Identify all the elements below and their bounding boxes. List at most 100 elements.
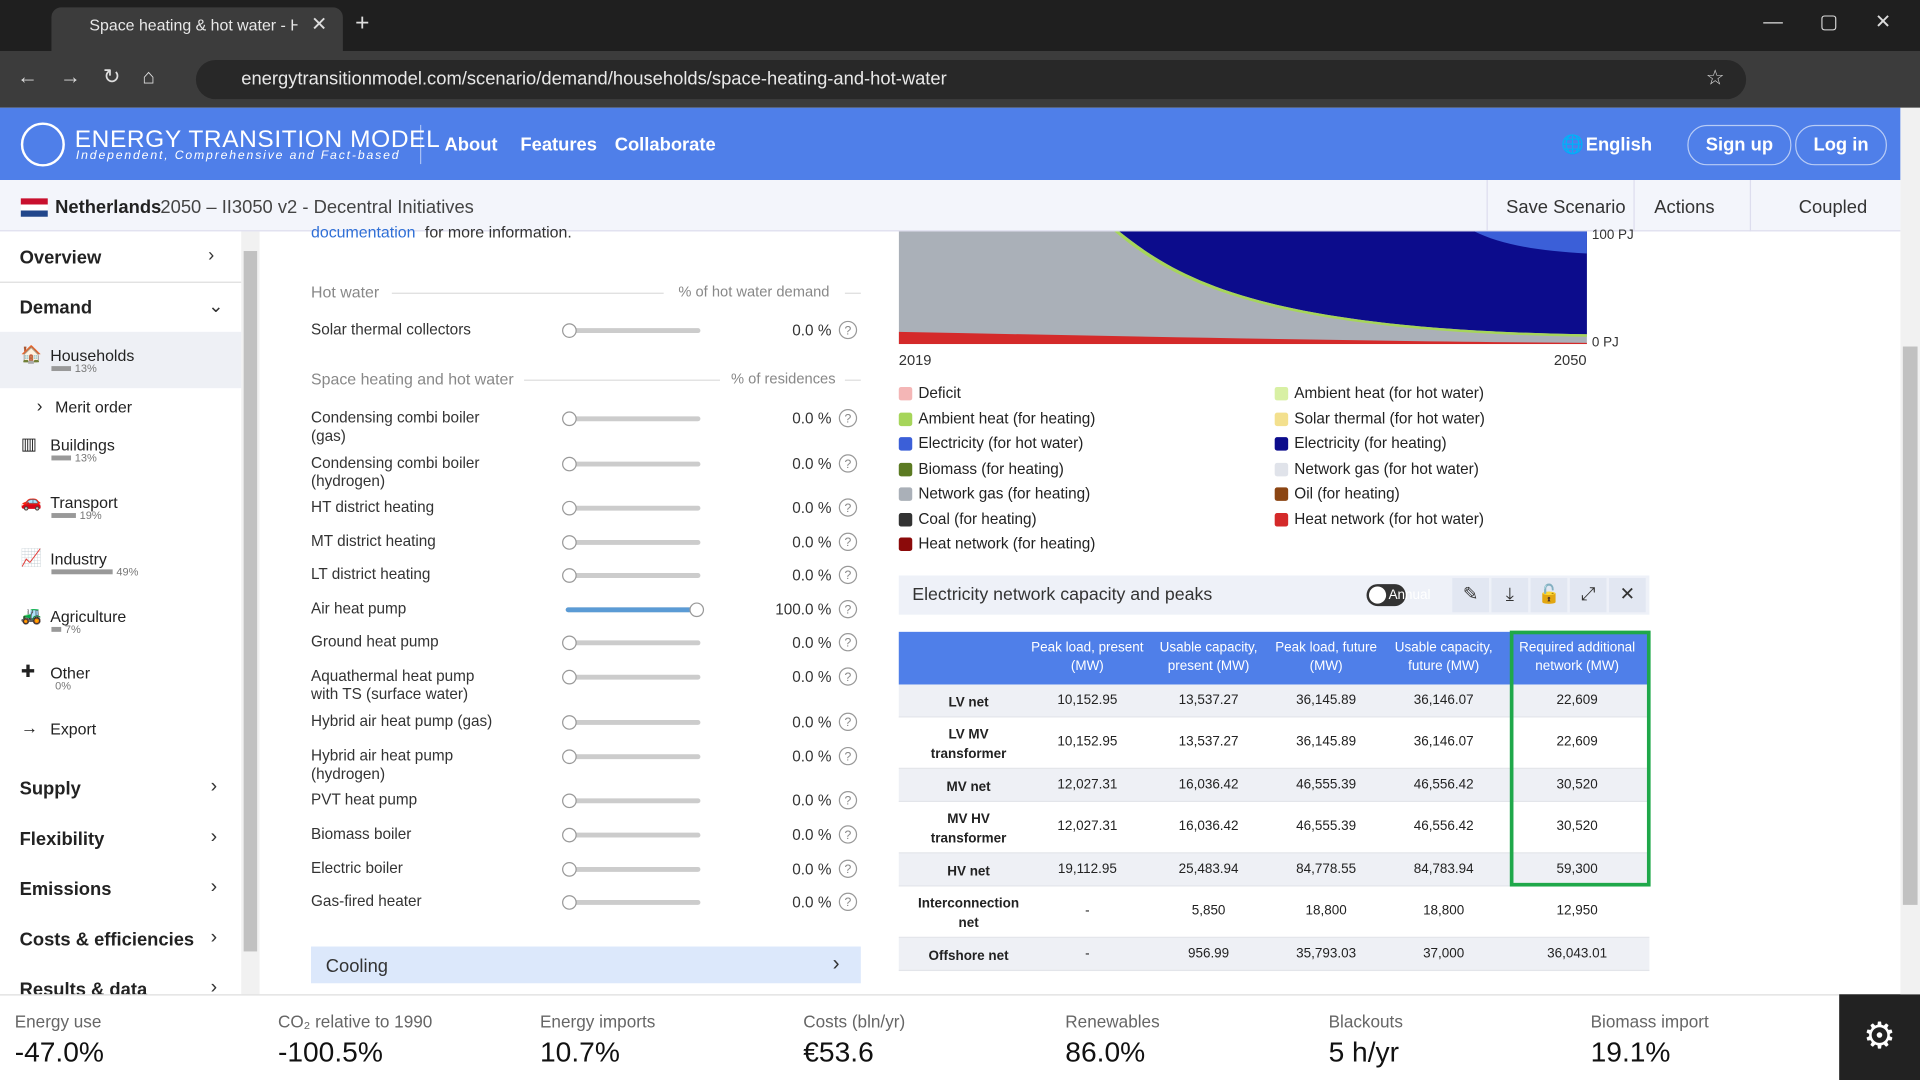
nav-buttons[interactable]: ←→↻⌂ [17, 64, 177, 89]
window-controls[interactable]: —▢✕ [1763, 12, 1920, 34]
table-cell: 36,145.89 [1296, 692, 1357, 708]
address-bar[interactable] [195, 60, 1747, 100]
help-icon[interactable]: ? [838, 565, 858, 585]
area-shape [1114, 231, 1587, 337]
sidebar-item[interactable]: Export [50, 720, 97, 739]
sidebar-section[interactable]: Flexibility [19, 828, 105, 850]
kpi-label[interactable]: Renewables [1065, 1011, 1160, 1032]
sidebar-item[interactable]: Industry [50, 549, 107, 569]
scenario-action[interactable]: Save Scenario [1506, 197, 1626, 218]
help-icon[interactable]: ? [838, 320, 858, 340]
kpi-label[interactable]: Energy use [14, 1011, 102, 1032]
help-icon[interactable]: ? [838, 746, 858, 766]
slider-track[interactable] [565, 640, 701, 646]
slider-knob[interactable] [562, 535, 577, 550]
sidebar-item[interactable]: Agriculture [50, 607, 127, 626]
slider-track[interactable] [565, 540, 701, 545]
help-icon[interactable]: ? [838, 825, 858, 844]
slider-knob[interactable] [562, 411, 577, 427]
sidebar-item[interactable]: Households [50, 346, 135, 365]
nav-link[interactable]: Collaborate [614, 134, 716, 156]
kpi-label[interactable]: Costs (bln/yr) [803, 1011, 906, 1032]
slider-knob[interactable] [562, 895, 577, 910]
new-tab[interactable]: + [355, 9, 370, 37]
sidebar-section[interactable]: Emissions [19, 879, 112, 901]
sidebar-item[interactable]: Other [50, 663, 91, 683]
kpi-label[interactable]: Energy imports [540, 1011, 656, 1032]
slider-knob[interactable] [562, 568, 577, 583]
slider-track[interactable] [565, 328, 701, 334]
help-icon[interactable]: ? [838, 532, 858, 552]
nav-link[interactable]: Features [520, 134, 597, 156]
slider-track[interactable] [565, 754, 701, 760]
sidebar-section[interactable]: Costs & efficiencies [19, 929, 195, 951]
tab-close[interactable]: ✕ [311, 14, 328, 36]
sidebar-section[interactable]: Demand [19, 297, 93, 319]
help-icon[interactable]: ? [838, 600, 858, 619]
help-icon[interactable]: ? [838, 712, 858, 732]
kpi-label[interactable]: Biomass import [1590, 1011, 1709, 1032]
help-icon[interactable]: ? [838, 892, 858, 912]
table-row [898, 717, 1650, 769]
help-icon[interactable]: ? [838, 791, 858, 810]
help-icon[interactable]: ? [838, 408, 858, 428]
slider-track[interactable] [565, 866, 701, 872]
slider-track[interactable] [565, 900, 701, 905]
table-row [898, 684, 1650, 718]
slider-knob[interactable] [562, 456, 577, 472]
table-cell: 5,850 [1191, 903, 1226, 919]
table-cell: 10,152.95 [1057, 734, 1118, 750]
brand: ENERGY TRANSITION MODEL [74, 126, 441, 154]
sign-up-button[interactable]: Sign up [1687, 124, 1792, 166]
log-in-button[interactable]: Log in [1795, 124, 1887, 166]
slider-track[interactable] [565, 573, 701, 578]
help-icon[interactable]: ? [838, 498, 858, 517]
cooling-bar[interactable] [311, 946, 861, 984]
slider-knob[interactable] [562, 862, 577, 877]
slider-knob[interactable] [562, 500, 577, 516]
panel-button[interactable]: ⤓ [1491, 577, 1529, 613]
slider-track[interactable] [565, 832, 701, 838]
help-icon[interactable]: ? [838, 667, 858, 686]
sidebar-item[interactable]: Transport [50, 493, 118, 512]
language-select[interactable]: English [1585, 134, 1653, 156]
slider-knob[interactable] [562, 749, 577, 765]
slider-knob[interactable] [689, 602, 705, 618]
slider-track[interactable] [565, 798, 701, 804]
sidebar-item[interactable]: Merit order [55, 397, 133, 417]
nav-link[interactable]: About [444, 134, 498, 156]
doc-link[interactable]: documentation [311, 222, 416, 242]
help-icon[interactable]: ? [838, 859, 858, 878]
slider-label: Solar thermal collectors [311, 320, 471, 338]
slider-track[interactable] [565, 674, 701, 680]
slider-knob[interactable] [562, 323, 577, 338]
panel-button[interactable]: ⤢ [1569, 577, 1607, 613]
slider-knob[interactable] [562, 669, 577, 685]
slider-knob[interactable] [562, 827, 577, 843]
slider-label: MT district heating [311, 532, 436, 550]
panel-button[interactable]: ✕ [1608, 577, 1646, 613]
help-icon[interactable]: ? [838, 633, 858, 652]
scenario-action[interactable]: Actions [1654, 197, 1715, 218]
item-icon: 🚜 [20, 604, 43, 625]
slider-track[interactable] [565, 505, 701, 511]
panel-button[interactable]: ✎ [1452, 577, 1489, 613]
slider-knob[interactable] [562, 635, 577, 651]
slider-track[interactable] [565, 720, 701, 725]
slider-track[interactable] [565, 461, 701, 467]
sidebar-item[interactable]: Buildings [50, 435, 115, 455]
sidebar-section[interactable]: Supply [19, 778, 81, 800]
table-header [898, 631, 1650, 685]
scenario-action[interactable]: Coupled [1798, 197, 1868, 218]
help-icon[interactable]: ? [838, 454, 858, 473]
panel-button[interactable]: 🔓 [1530, 577, 1568, 613]
slider-knob[interactable] [562, 793, 577, 809]
area-chart [898, 231, 1587, 345]
settings-button[interactable]: ⚙ [1839, 994, 1920, 1080]
bookmark-star[interactable]: ☆ [1705, 66, 1725, 90]
sidebar-section[interactable]: Overview [19, 247, 102, 269]
kpi-label[interactable]: Blackouts [1328, 1011, 1403, 1032]
slider-track[interactable] [565, 416, 701, 422]
slider-knob[interactable] [562, 715, 577, 730]
kpi-label[interactable]: CO₂ relative to 1990 [277, 1011, 433, 1032]
